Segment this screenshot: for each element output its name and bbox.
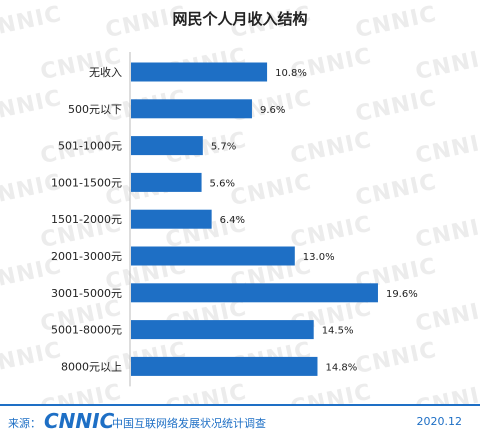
bar-chart: 无收入 10.8% 500元以下 9.6% 501-1000元 5.7% 1001-1500… (51, 52, 418, 387)
value-label: 13.0% (303, 252, 335, 263)
bar (131, 320, 314, 340)
footer: 来源： CNNIC 中国互联网络发展状况统计调查 2020.12 (0, 404, 480, 434)
category-label: 1001-1500元 (51, 176, 122, 189)
value-label: 10.8% (275, 68, 307, 79)
value-label: 19.6% (386, 289, 418, 300)
value-label: 5.7% (211, 142, 236, 153)
bar (131, 136, 203, 156)
bar (131, 62, 268, 82)
source-label: 来源： (8, 417, 41, 430)
bar (131, 246, 295, 266)
category-label: 3001-5000元 (51, 287, 122, 300)
bar (131, 283, 378, 303)
category-label: 500元以下 (68, 103, 122, 116)
category-label: 无收入 (89, 65, 122, 79)
value-label: 14.8% (325, 362, 357, 373)
value-label: 6.4% (220, 215, 245, 226)
survey-name: 中国互联网络发展状况统计调查 (112, 417, 266, 430)
bar (131, 172, 202, 192)
chart-title: 网民个人月收入结构 (172, 10, 308, 28)
value-label: 9.6% (260, 105, 285, 116)
bar (131, 99, 252, 119)
category-label: 8000元以上 (61, 360, 122, 373)
cnnic-logo: CNNIC (44, 409, 115, 433)
category-label: 5001-8000元 (51, 324, 122, 337)
report-date: 2020.12 (416, 415, 463, 428)
value-label: 14.5% (322, 326, 354, 337)
category-label: 2001-3000元 (51, 250, 122, 263)
value-label: 5.6% (210, 178, 235, 189)
bar (131, 209, 212, 229)
category-label: 501-1000元 (58, 140, 122, 153)
bar (131, 356, 318, 376)
category-label: 1501-2000元 (51, 213, 122, 226)
